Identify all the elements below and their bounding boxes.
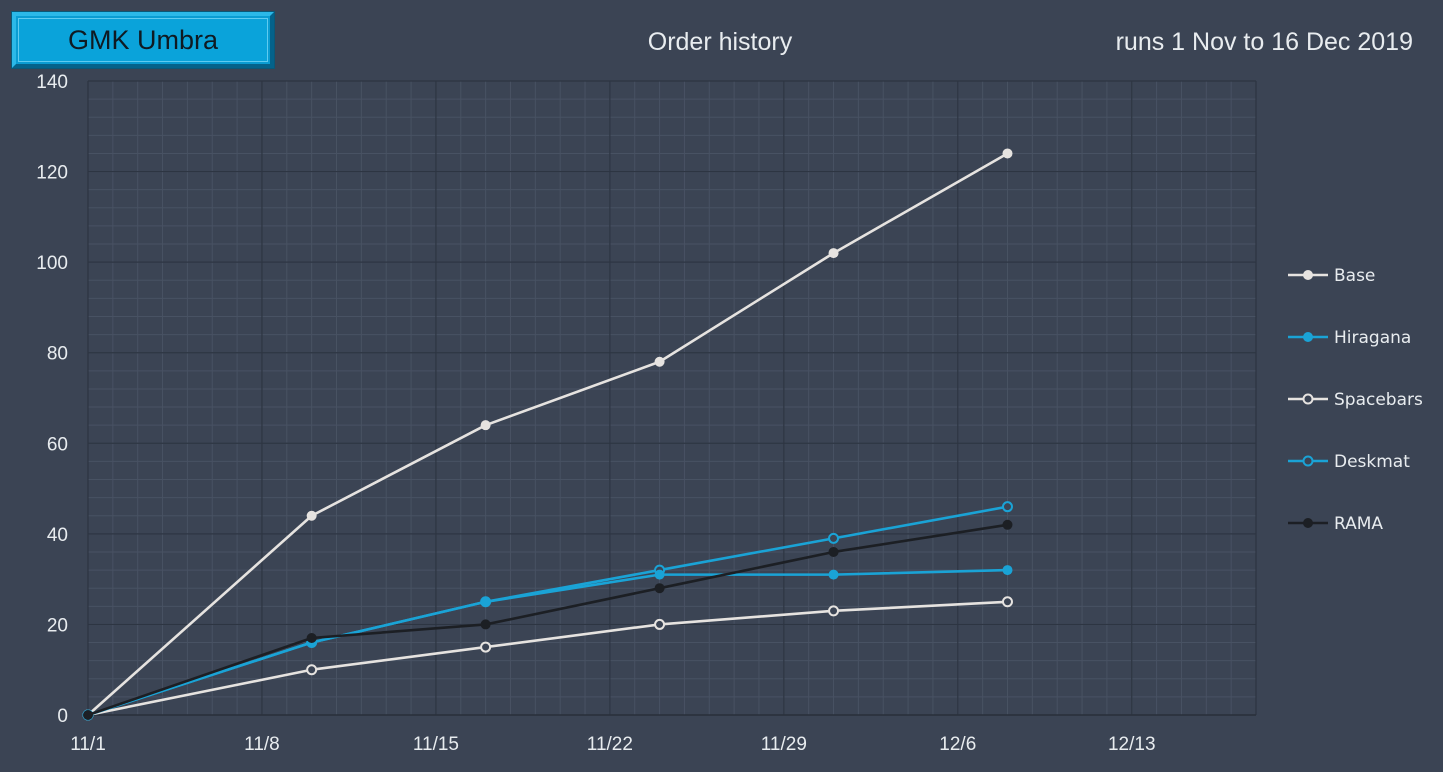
legend-marker-deskmat — [1302, 455, 1314, 467]
x-tick-label: 12/13 — [1108, 734, 1156, 755]
data-point-rama — [83, 710, 93, 720]
grid — [87, 80, 1257, 716]
data-point-hiragana — [654, 569, 665, 580]
series-line-spacebars — [87, 600, 1008, 717]
data-point-spacebars — [654, 618, 666, 630]
x-tick-label: 12/6 — [939, 734, 976, 755]
y-tick-label: 0 — [57, 706, 68, 727]
title-badge: GMK Umbra — [12, 12, 274, 68]
data-point-hiragana — [480, 596, 491, 607]
data-point-spacebars — [828, 605, 840, 617]
data-point-deskmat — [828, 532, 840, 544]
data-point-spacebars — [1001, 596, 1013, 608]
legend-marker-spacebars — [1302, 393, 1314, 405]
data-point-spacebars — [306, 664, 318, 676]
y-tick-label: 40 — [47, 525, 68, 546]
series-group — [82, 148, 1013, 721]
y-tick-label: 140 — [36, 72, 68, 93]
legend-marker-rama — [1303, 518, 1313, 528]
data-point-hiragana — [828, 569, 839, 580]
legend-marker-base — [1303, 270, 1313, 280]
legend-label-base: Base — [1334, 266, 1375, 286]
y-tick-label: 120 — [36, 163, 68, 184]
legend-label-spacebars: Spacebars — [1334, 390, 1423, 410]
x-tick-label: 11/1 — [70, 734, 106, 755]
data-point-rama — [306, 633, 317, 644]
data-point-base — [1002, 148, 1013, 159]
data-point-spacebars — [480, 641, 492, 653]
x-tick-label: 11/15 — [413, 734, 459, 755]
data-point-rama — [480, 619, 491, 630]
y-tick-label: 100 — [36, 253, 68, 274]
chart-title: Order history — [647, 28, 793, 56]
data-point-base — [480, 420, 491, 431]
data-point-base — [654, 356, 665, 367]
y-tick-label: 80 — [47, 344, 68, 365]
series-line-base — [87, 152, 1009, 716]
series-line-rama — [87, 523, 1008, 717]
axes: 0 20 40 60 80 100 120 140 11/1 11/8 11/15 11/22 11/2… — [36, 72, 1256, 755]
legend: Base Hiragana Spacebars Deskmat RAMA — [1288, 266, 1423, 534]
series-line-hiragana — [87, 568, 1008, 717]
x-tick-label: 11/29 — [761, 734, 807, 755]
data-point-base — [828, 248, 839, 259]
y-tick-label: 60 — [47, 434, 68, 455]
badge-label: GMK Umbra — [18, 18, 268, 62]
legend-label-hiragana: Hiragana — [1334, 328, 1411, 348]
x-tick-label: 11/22 — [587, 734, 633, 755]
data-point-deskmat — [1001, 501, 1013, 513]
legend-label-deskmat: Deskmat — [1334, 452, 1410, 472]
data-point-base — [306, 510, 317, 521]
chart-subtitle: runs 1 Nov to 16 Dec 2019 — [1115, 28, 1413, 56]
data-point-rama — [828, 546, 839, 557]
data-point-hiragana — [1002, 565, 1013, 576]
legend-label-rama: RAMA — [1334, 514, 1383, 534]
data-point-rama — [654, 583, 665, 594]
legend-marker-hiragana — [1303, 332, 1313, 342]
y-tick-label: 20 — [47, 615, 68, 636]
data-point-rama — [1002, 519, 1013, 530]
x-tick-label: 11/8 — [244, 734, 280, 755]
